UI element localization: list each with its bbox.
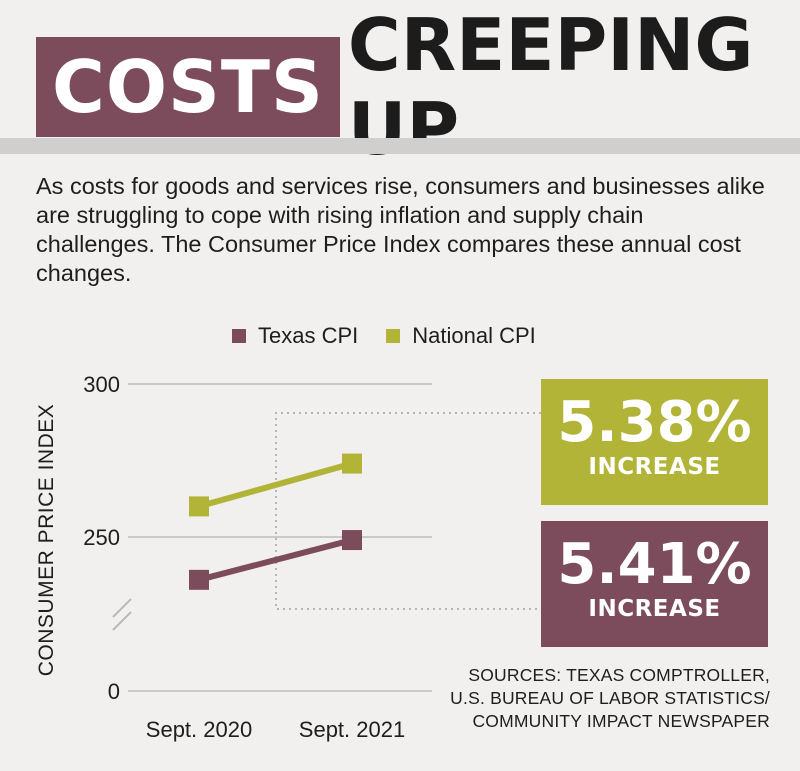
callout-texas: 5.41% INCREASE [541,521,768,647]
legend-item-national: National CPI [386,323,536,349]
x-tick-label: Sept. 2020 [146,717,252,742]
sources: SOURCES: TEXAS COMPTROLLER, U.S. BUREAU … [448,664,770,733]
page-title: COSTS CREEPING UP [36,3,800,171]
legend-label-texas: Texas CPI [258,323,359,348]
data-point [342,453,362,474]
callout-national-value: 5.38% [557,390,752,455]
x-tick-label: Sept. 2021 [299,717,405,742]
axis-break-mark [112,611,132,631]
series-line [198,460,353,510]
y-tick-label: 250 [83,525,120,550]
legend-swatch-national [386,329,401,343]
callout-texas-label: INCREASE [588,596,721,622]
title-rule [0,138,800,154]
callout-national: 5.38% INCREASE [541,379,768,505]
title-rest: CREEPING UP [347,3,754,171]
data-point [189,496,209,517]
callout-national-label: INCREASE [588,454,721,480]
y-tick-label: 300 [83,372,120,397]
axis-break-mark [112,598,132,618]
legend: Texas CPI National CPI [232,323,564,349]
data-point [189,569,209,590]
intro-text: As costs for goods and services rise, co… [36,173,765,286]
legend-label-national: National CPI [412,323,536,348]
series-line [198,537,353,583]
legend-item-texas: Texas CPI [232,323,358,349]
callout-texas-value: 5.41% [557,532,752,597]
callout-connector [275,412,541,610]
y-tick-label: 0 [108,679,120,704]
title-highlight: COSTS [36,37,340,137]
data-point [342,530,362,551]
source-line-1: SOURCES: TEXAS COMPTROLLER, [468,665,770,685]
legend-swatch-texas [232,329,246,343]
source-line-3: COMMUNITY IMPACT NEWSPAPER [472,711,770,731]
source-line-2: U.S. BUREAU OF LABOR STATISTICS/ [450,688,770,708]
